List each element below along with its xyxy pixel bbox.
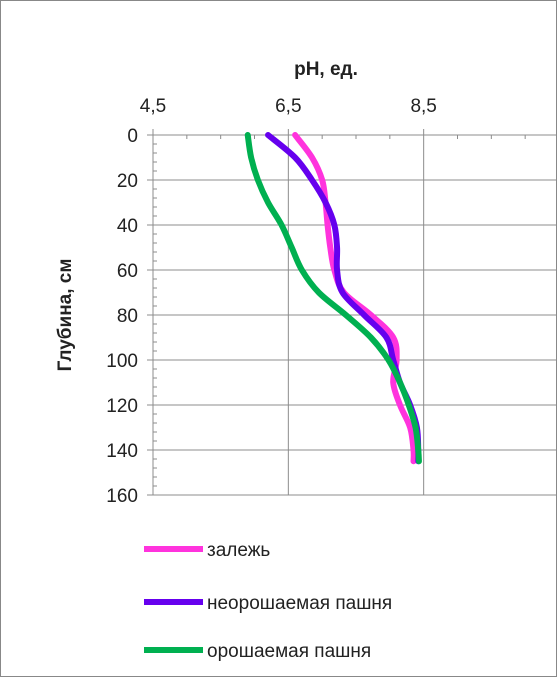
y-tick-label: 120 <box>106 396 138 417</box>
y-tick-label: 40 <box>117 216 138 237</box>
x-tick-label: 8,5 <box>410 96 436 117</box>
x-axis-title: pH, ед. <box>294 59 358 80</box>
series-lines <box>244 132 422 465</box>
y-axis-title: Глубина, см <box>55 259 76 372</box>
x-tick-label: 6,5 <box>275 96 301 117</box>
legend-label: залежь <box>207 540 270 561</box>
axes: 4,5 6,5 8,5 0 20 40 60 80 100 120 140 160 <box>106 96 556 507</box>
x-tick-label: 4,5 <box>140 96 166 117</box>
y-tick-label: 140 <box>106 441 138 462</box>
series-line-3 <box>244 132 422 465</box>
y-tick-label: 80 <box>117 306 138 327</box>
y-tick-label: 100 <box>106 351 138 372</box>
series-line-2 <box>265 132 422 465</box>
y-tick-label: 60 <box>117 261 138 282</box>
legend-label: неорошаемая пашня <box>207 593 392 614</box>
y-tick-label: 0 <box>127 126 138 147</box>
y-tick-label: 20 <box>117 171 138 192</box>
y-tick-label: 160 <box>106 486 138 507</box>
legend-label: орошаемая пашня <box>207 641 371 662</box>
legend: залежь неорошаемая пашня орошаемая пашня <box>144 540 392 662</box>
gridlines <box>152 135 556 496</box>
